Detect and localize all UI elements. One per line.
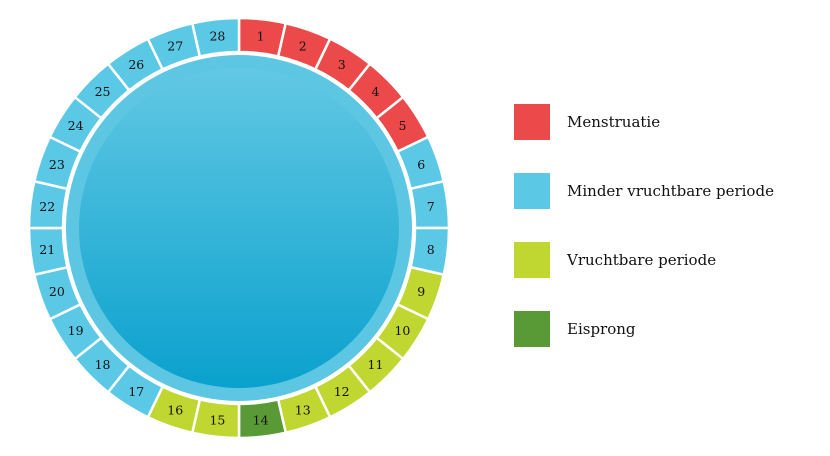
day-label-6: 6 bbox=[417, 157, 425, 172]
legend-label-less-fertile: Minder vruchtbare periode bbox=[567, 182, 774, 200]
day-label-22: 22 bbox=[39, 199, 55, 214]
day-label-25: 25 bbox=[95, 84, 111, 99]
fertile-swatch bbox=[514, 242, 550, 278]
day-label-15: 15 bbox=[209, 412, 225, 427]
day-segment-28 bbox=[190, 16, 241, 58]
day-label-4: 4 bbox=[371, 84, 379, 99]
day-label-23: 23 bbox=[49, 157, 65, 172]
day-label-13: 13 bbox=[295, 403, 311, 418]
center-disc bbox=[79, 68, 399, 388]
legend-item-ovulation: Eisprong bbox=[514, 311, 774, 347]
day-label-3: 3 bbox=[338, 57, 346, 72]
day-label-17: 17 bbox=[128, 384, 144, 399]
day-label-19: 19 bbox=[68, 323, 84, 338]
day-label-18: 18 bbox=[95, 357, 111, 372]
day-label-9: 9 bbox=[417, 284, 425, 299]
day-label-5: 5 bbox=[398, 118, 406, 133]
legend-item-fertile: Vruchtbare periode bbox=[514, 242, 774, 278]
day-label-10: 10 bbox=[394, 323, 410, 338]
cycle-diagram: 1234567891011121314151617181920212223242… bbox=[27, 16, 451, 440]
day-label-28: 28 bbox=[209, 29, 225, 44]
day-label-2: 2 bbox=[299, 38, 307, 53]
day-label-27: 27 bbox=[167, 38, 183, 53]
day-label-1: 1 bbox=[257, 29, 265, 44]
legend-item-less-fertile: Minder vruchtbare periode bbox=[514, 173, 774, 209]
legend-item-menstruation: Menstruatie bbox=[514, 104, 774, 140]
menstruation-swatch bbox=[514, 104, 550, 140]
legend-label-ovulation: Eisprong bbox=[567, 320, 636, 338]
day-label-12: 12 bbox=[334, 384, 350, 399]
ovulation-swatch bbox=[514, 311, 550, 347]
day-label-16: 16 bbox=[167, 403, 183, 418]
day-label-20: 20 bbox=[49, 284, 65, 299]
day-label-24: 24 bbox=[68, 118, 84, 133]
day-segments: 1234567891011121314151617181920212223242… bbox=[27, 16, 451, 440]
legend-label-fertile: Vruchtbare periode bbox=[567, 251, 717, 269]
legend-label-menstruation: Menstruatie bbox=[567, 113, 661, 131]
day-label-8: 8 bbox=[427, 242, 435, 257]
day-label-11: 11 bbox=[368, 357, 384, 372]
legend: Menstruatie Minder vruchtbare periode Vr… bbox=[514, 104, 774, 380]
day-label-7: 7 bbox=[427, 199, 435, 214]
day-label-21: 21 bbox=[39, 242, 55, 257]
day-label-26: 26 bbox=[128, 57, 144, 72]
less-fertile-swatch bbox=[514, 173, 550, 209]
day-label-14: 14 bbox=[253, 412, 269, 427]
